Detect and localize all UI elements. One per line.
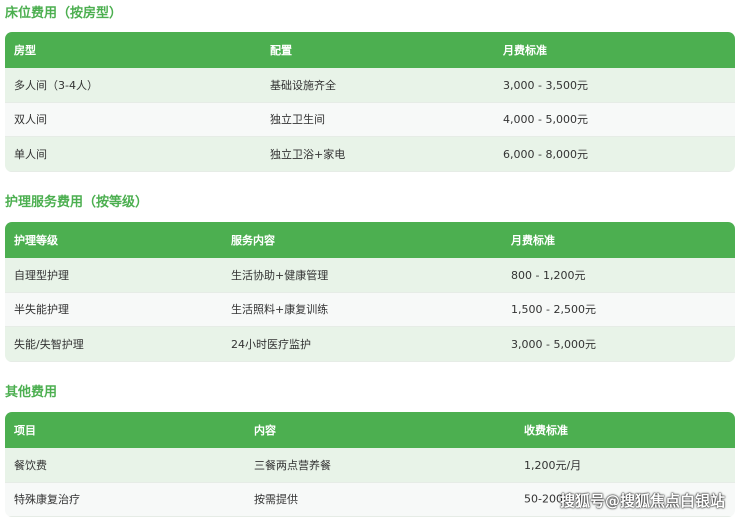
table-row: 半失能护理 生活照料+康复训练 1,500 - 2,500元 [5,293,735,328]
table-cell: 4,000 - 5,000元 [503,111,588,127]
table-cell: 按需提供 [254,491,298,507]
table-cell: 24小时医疗监护 [231,336,311,352]
table-cell: 双人间 [14,111,47,127]
table-cell: 特殊康复治疗 [14,491,80,507]
column-header: 月费标准 [503,42,547,58]
table-cell: 800 - 1,200元 [511,267,585,283]
column-header: 月费标准 [511,232,555,248]
table-row: 单人间 独立卫浴+家电 6,000 - 8,000元 [5,137,735,172]
column-header: 房型 [14,42,36,58]
table-row: 自理型护理 生活协助+健康管理 800 - 1,200元 [5,258,735,293]
fee-table: 房型 配置 月费标准多人间（3-4人） 基础设施齐全 3,000 - 3,500元双人间… [5,32,735,172]
table-cell: 50-200 [524,493,563,506]
table-row: 多人间（3-4人） 基础设施齐全 3,000 - 3,500元 [5,68,735,103]
section-title: 护理服务费用（按等级） [5,191,148,210]
column-header: 服务内容 [231,232,275,248]
column-header: 配置 [270,42,292,58]
column-header: 项目 [14,422,36,438]
table-row: 失能/失智护理 24小时医疗监护 3,000 - 5,000元 [5,327,735,362]
table-cell: 基础设施齐全 [270,77,336,93]
table-row: 双人间 独立卫生间 4,000 - 5,000元 [5,103,735,138]
table-cell: 单人间 [14,146,47,162]
fee-table: 护理等级 服务内容 月费标准自理型护理 生活协助+健康管理 800 - 1,200元半失… [5,222,735,362]
table-cell: 1,200元/月 [524,457,581,473]
table-cell: 3,000 - 3,500元 [503,77,588,93]
table-cell: 1,500 - 2,500元 [511,301,596,317]
table-cell: 自理型护理 [14,267,69,283]
table-cell: 多人间（3-4人） [14,77,98,93]
section-title: 其他费用 [5,381,57,400]
table-header: 项目 内容 收费标准 [5,412,735,448]
table-cell: 三餐两点营养餐 [254,457,331,473]
table-cell: 独立卫生间 [270,111,325,127]
table-cell: 3,000 - 5,000元 [511,336,596,352]
watermark: 搜狐号@搜狐焦点白银站 [560,490,725,511]
table-cell: 餐饮费 [14,457,47,473]
table-row: 餐饮费 三餐两点营养餐 1,200元/月 [5,448,735,483]
table-header: 房型 配置 月费标准 [5,32,735,68]
table-cell: 生活协助+健康管理 [231,267,328,283]
column-header: 收费标准 [524,422,568,438]
table-cell: 半失能护理 [14,301,69,317]
table-header: 护理等级 服务内容 月费标准 [5,222,735,258]
table-cell: 生活照料+康复训练 [231,301,328,317]
table-cell: 6,000 - 8,000元 [503,146,588,162]
table-cell: 失能/失智护理 [14,336,84,352]
column-header: 护理等级 [14,232,58,248]
section-title: 床位费用（按房型） [5,2,122,21]
table-cell: 独立卫浴+家电 [270,146,345,162]
column-header: 内容 [254,422,276,438]
